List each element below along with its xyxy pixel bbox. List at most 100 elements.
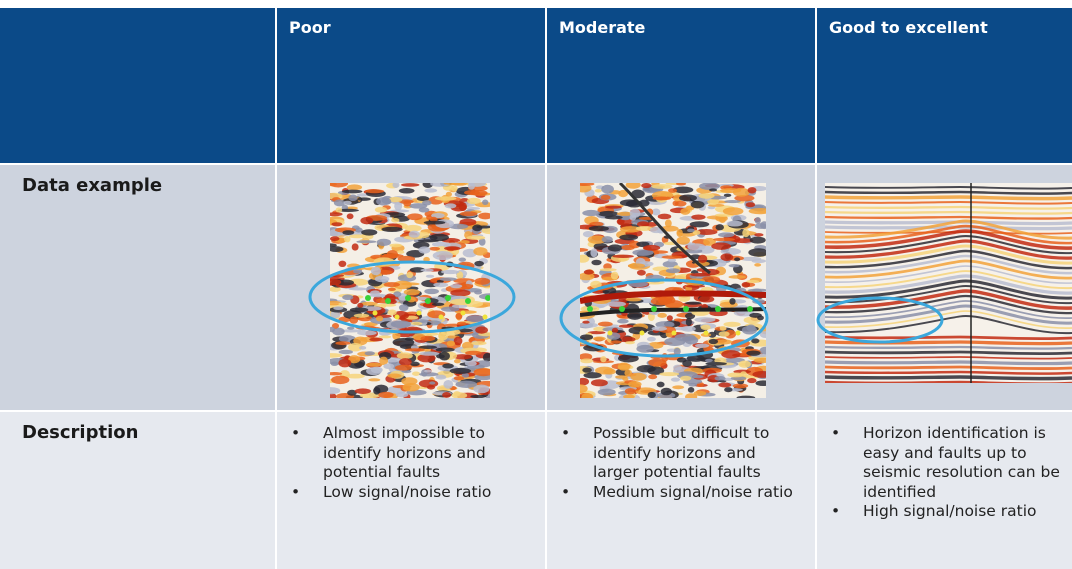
texture (330, 246, 344, 253)
texture (442, 391, 452, 398)
texture (446, 340, 456, 347)
texture (482, 199, 489, 206)
texture (705, 358, 713, 363)
texture (747, 377, 757, 384)
texture (714, 339, 733, 345)
texture (723, 321, 741, 327)
texture (340, 329, 362, 333)
texture (825, 265, 1072, 284)
texture (433, 282, 449, 288)
texture (376, 197, 392, 206)
texture (438, 331, 448, 341)
texture (361, 229, 378, 236)
highlight-ellipse (308, 260, 516, 334)
texture (668, 188, 678, 193)
seismic-image (330, 183, 490, 398)
texture (722, 207, 744, 216)
texture (825, 294, 1072, 315)
texture (440, 269, 460, 275)
texture (405, 295, 411, 301)
texture (392, 183, 400, 189)
texture (435, 374, 447, 380)
texture (418, 345, 438, 350)
texture (385, 298, 391, 304)
texture (825, 304, 1072, 325)
texture (680, 208, 691, 215)
texture (333, 199, 346, 207)
texture (418, 207, 430, 213)
texture (580, 384, 588, 394)
texture (409, 267, 426, 273)
texture (746, 279, 760, 284)
texture (724, 387, 733, 393)
texture (825, 259, 1072, 280)
texture (419, 372, 439, 377)
texture (632, 249, 654, 256)
texture (747, 288, 766, 292)
texture (674, 327, 689, 331)
header-cell (0, 8, 275, 163)
texture (723, 357, 745, 363)
texture (718, 331, 730, 337)
texture (410, 321, 423, 326)
texture (404, 348, 425, 352)
texture (393, 280, 412, 290)
texture (580, 307, 766, 317)
texture (389, 243, 403, 248)
texture (401, 369, 412, 374)
bullet: High signal/noise ratio (829, 502, 1072, 522)
texture (700, 324, 711, 331)
texture (580, 248, 589, 252)
texture (752, 370, 766, 378)
texture (625, 297, 642, 302)
texture (751, 259, 766, 264)
texture (397, 255, 416, 262)
texture (338, 302, 347, 306)
texture (592, 336, 606, 341)
texture (636, 364, 656, 373)
texture (825, 186, 1072, 190)
texture (673, 364, 683, 371)
texture (455, 380, 478, 388)
texture (465, 315, 485, 323)
texture (610, 271, 619, 280)
texture (353, 269, 363, 274)
texture (651, 306, 657, 312)
texture (353, 313, 370, 318)
texture (445, 295, 451, 301)
texture (441, 306, 460, 312)
texture (675, 183, 687, 186)
texture (420, 335, 436, 342)
texture (698, 193, 715, 199)
texture (368, 378, 381, 382)
texture (409, 203, 428, 209)
texture (703, 237, 716, 246)
texture (708, 331, 717, 338)
texture (357, 197, 371, 201)
texture (825, 229, 1072, 250)
texture (599, 268, 617, 272)
texture (664, 337, 686, 347)
texture (673, 318, 683, 322)
texture (583, 372, 602, 379)
texture (685, 284, 706, 288)
texture (580, 254, 590, 263)
texture (601, 184, 614, 194)
bullet: Low signal/noise ratio (289, 483, 535, 503)
texture (590, 248, 598, 258)
highlight-ellipse (816, 296, 944, 344)
texture (616, 211, 633, 216)
texture (432, 251, 453, 261)
texture (404, 224, 422, 232)
texture (331, 222, 343, 227)
texture (410, 361, 420, 367)
texture (743, 316, 761, 324)
texture (727, 372, 745, 378)
texture (398, 358, 412, 366)
texture (453, 376, 465, 381)
description-cell: Horizon identification is easy and fault… (817, 412, 1072, 569)
texture (330, 372, 343, 376)
texture (456, 271, 464, 280)
texture (580, 377, 590, 386)
texture (747, 187, 757, 194)
